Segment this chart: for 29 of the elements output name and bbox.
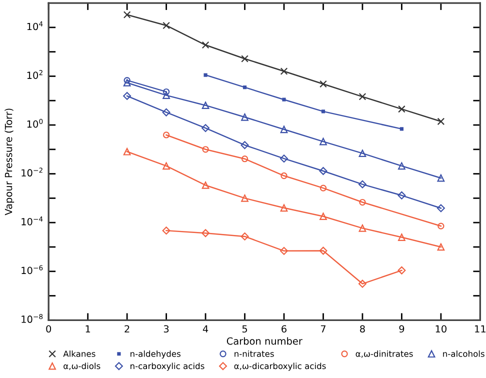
x-tick-label: 2	[124, 325, 130, 332]
legend-label: n-nitrates	[234, 350, 274, 357]
x-tick-label: 3	[164, 325, 169, 333]
x-tick-label: 1	[86, 325, 90, 332]
y-tick-label: 10$^{−4}$	[22, 216, 43, 226]
legend-label: Alkanes	[63, 350, 96, 357]
x-tick-label: 9	[399, 325, 404, 333]
x-tick-label: 5	[242, 325, 248, 333]
x-tick-label: 0	[46, 325, 52, 333]
y-tick-label: 10$^{0}$	[27, 118, 43, 128]
x-tick-label: 7	[320, 325, 326, 332]
y-tick-label: 10$^{−2}$	[22, 168, 42, 177]
legend-label: α,ω-dinitrates	[356, 350, 413, 358]
x-axis-title: Carbon number	[226, 337, 302, 345]
legend-label: n-aldehydes	[130, 350, 180, 359]
legend-label: n-alcohols	[443, 350, 484, 357]
y-tick-label: 10$^{−6}$	[22, 265, 43, 274]
y-tick-label: 10$^{4}$	[27, 21, 43, 30]
y-tick-label: 10$^{−8}$	[22, 314, 43, 323]
legend-label: α,ω-diols	[64, 362, 100, 370]
legend-label: n-carboxylic acids	[130, 362, 204, 371]
x-tick-label: 8	[360, 325, 365, 333]
x-tick-label: 6	[282, 325, 286, 333]
legend-label: α,ω-dicarboxylic acids	[234, 362, 326, 371]
x-tick-label: 11	[475, 325, 486, 332]
x-tick-label: 10	[436, 325, 446, 333]
x-tick-label: 4	[202, 325, 208, 332]
y-axis-title: Vapour Pressure (Torr)	[4, 108, 14, 216]
y-tick-label: 10$^{2}$	[27, 70, 42, 79]
